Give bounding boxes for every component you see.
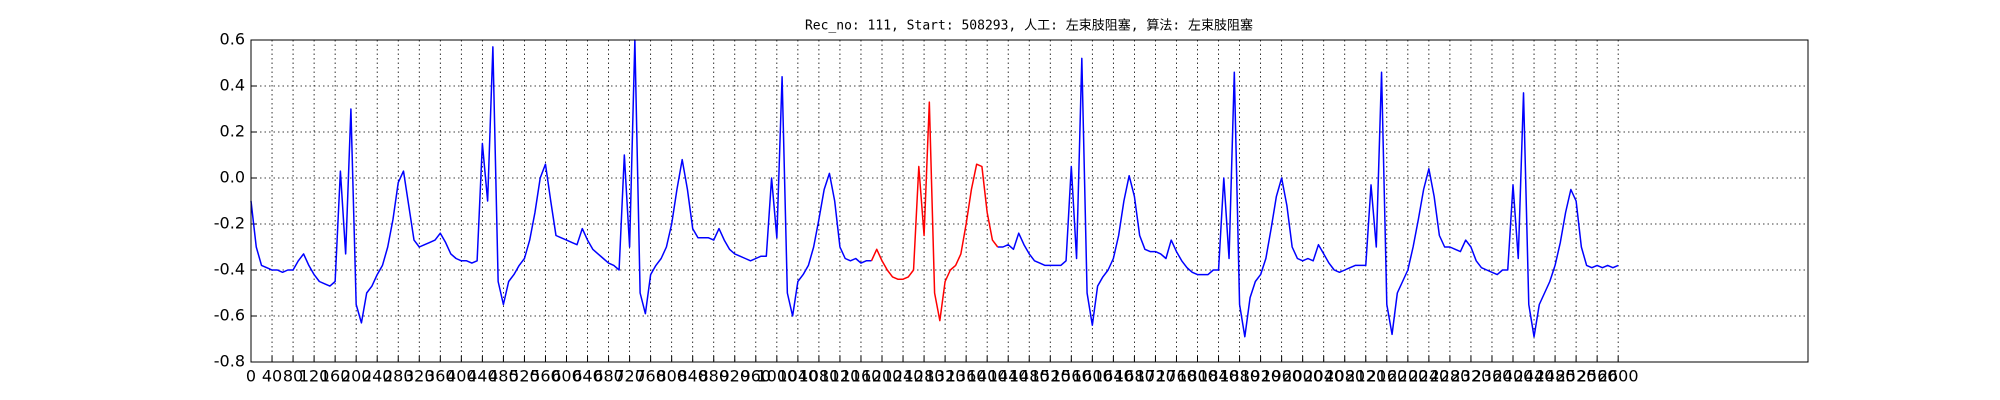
x-tick-label: 480	[488, 367, 519, 386]
x-tick-label: 1480	[1009, 367, 1050, 386]
x-tick-label: 360	[425, 367, 456, 386]
x-tick-label: 1080	[799, 367, 840, 386]
x-tick-label: 1360	[946, 367, 987, 386]
x-tick-label: 1320	[925, 367, 966, 386]
x-tick-label: 160	[320, 367, 351, 386]
y-tick-label: 0.2	[220, 122, 245, 141]
x-tick-label: 2600	[1598, 367, 1639, 386]
x-tick-label: 1240	[883, 367, 924, 386]
plot-frame	[250, 39, 1809, 363]
x-tick-label: 1000	[756, 367, 797, 386]
x-tick-label: 1880	[1219, 367, 1260, 386]
x-tick-label: 2560	[1577, 367, 1618, 386]
chart-title: Rec_no: 111, Start: 508293, 人工: 左束肢阻塞, 算…	[805, 18, 1253, 34]
series-line	[250, 39, 1619, 338]
x-tick-label: 2080	[1324, 367, 1365, 386]
x-tick-label: 2400	[1493, 367, 1534, 386]
x-tick-label: 840	[677, 367, 708, 386]
x-tick-label: 320	[404, 367, 435, 386]
x-tick-label: 560	[530, 367, 561, 386]
x-tick-label: 1280	[904, 367, 945, 386]
x-tick-label: 40	[262, 367, 282, 386]
x-tick-label: 1680	[1114, 367, 1155, 386]
x-tick-label: 2440	[1514, 367, 1555, 386]
x-tick-label: 2120	[1345, 367, 1386, 386]
y-tick-label: -0.2	[214, 214, 245, 233]
y-tick-label: -0.4	[214, 260, 245, 279]
x-tick-label: 2040	[1303, 367, 1344, 386]
x-tick-label: 1800	[1177, 367, 1218, 386]
x-tick-label: 1840	[1198, 367, 1239, 386]
x-tick-label: 1760	[1156, 367, 1197, 386]
x-tick-label: 2360	[1472, 367, 1513, 386]
x-tick-label: 2520	[1556, 367, 1597, 386]
x-tick-label: 1600	[1072, 367, 1113, 386]
x-tick-label: 240	[362, 367, 393, 386]
x-tick-label: 760	[635, 367, 666, 386]
x-tick-label: 720	[614, 367, 645, 386]
x-tick-label: 1200	[862, 367, 903, 386]
x-tick-label: 280	[383, 367, 414, 386]
x-tick-label: 1560	[1051, 367, 1092, 386]
x-tick-label: 440	[467, 367, 498, 386]
x-tick-label: 1960	[1261, 367, 1302, 386]
x-tick-label: 800	[656, 367, 687, 386]
x-tick-label: 1920	[1240, 367, 1281, 386]
x-tick-label: 2320	[1451, 367, 1492, 386]
x-tick-label: 400	[446, 367, 477, 386]
series-line	[870, 101, 999, 322]
x-tick-label: 1160	[841, 367, 882, 386]
x-tick-label: 520	[509, 367, 540, 386]
x-tick-label: 2240	[1409, 367, 1450, 386]
x-tick-label: 1640	[1093, 367, 1134, 386]
x-tick-label: 1120	[820, 367, 861, 386]
x-tick-label: 680	[593, 367, 624, 386]
x-tick-label: 0	[246, 367, 256, 386]
x-tick-label: 960	[741, 367, 772, 386]
y-tick-label: 0.4	[220, 76, 245, 95]
y-tick-label: -0.6	[214, 306, 245, 325]
x-tick-label: 1400	[967, 367, 1008, 386]
x-tick-label: 920	[719, 367, 750, 386]
x-tick-label: 1440	[988, 367, 1029, 386]
x-tick-label: 600	[551, 367, 582, 386]
x-tick-label: 1720	[1135, 367, 1176, 386]
x-tick-label: 120	[299, 367, 330, 386]
x-tick-label: 640	[572, 367, 603, 386]
x-tick-label: 200	[341, 367, 372, 386]
x-tick-label: 2280	[1430, 367, 1471, 386]
x-tick-label: 2480	[1535, 367, 1576, 386]
x-tick-label: 80	[283, 367, 303, 386]
x-tick-label: 2160	[1366, 367, 1407, 386]
x-tick-label: 2200	[1387, 367, 1428, 386]
x-tick-label: 1520	[1030, 367, 1071, 386]
x-tick-label: 2000	[1282, 367, 1323, 386]
x-tick-label: 1040	[778, 367, 819, 386]
y-tick-label: 0.6	[220, 30, 245, 49]
x-tick-label: 880	[698, 367, 729, 386]
y-tick-label: -0.8	[214, 352, 245, 371]
y-tick-label: 0.0	[220, 168, 245, 187]
